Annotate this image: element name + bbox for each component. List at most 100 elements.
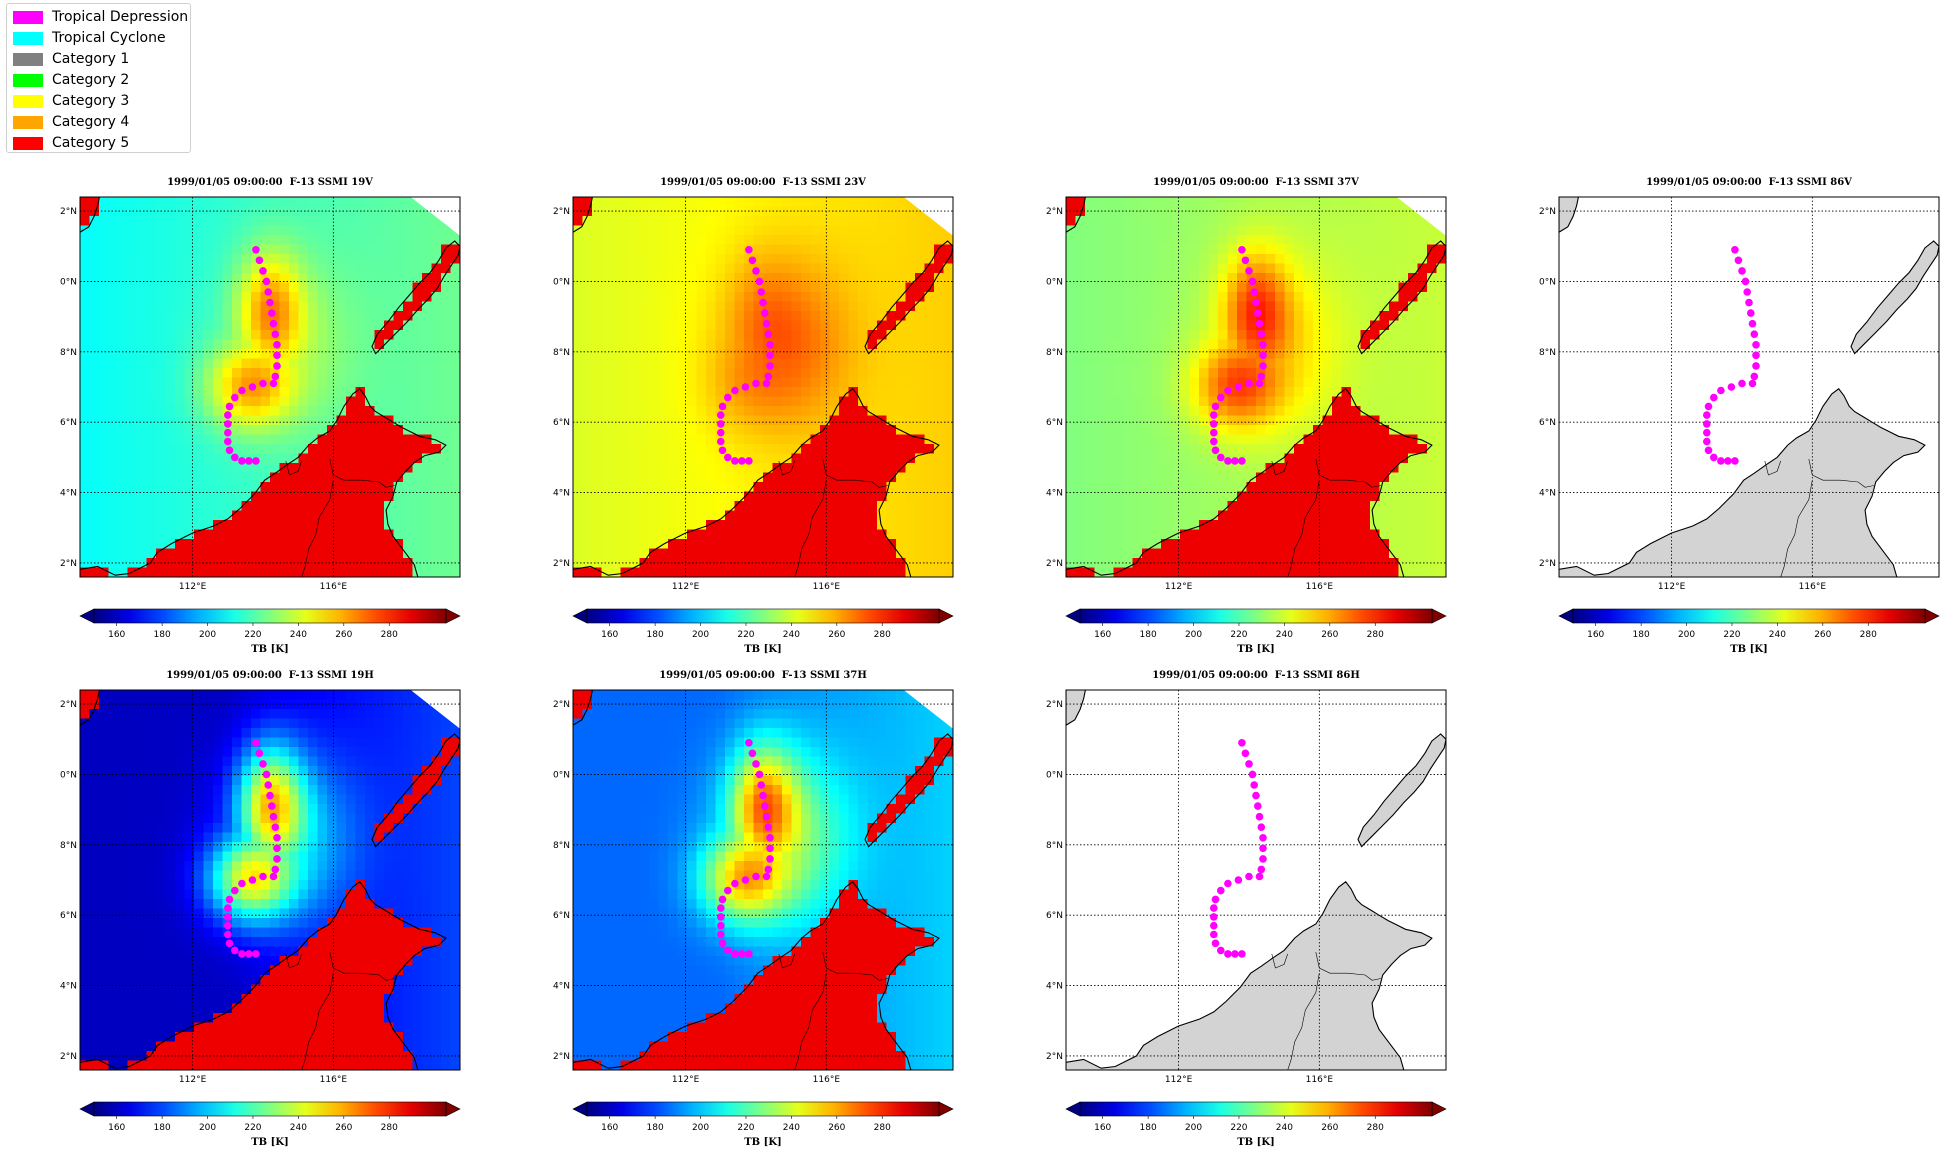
heatmap-cell [1161, 197, 1171, 207]
heatmap-cell [621, 416, 631, 426]
heatmap-cell [403, 463, 413, 473]
heatmap-cell [147, 235, 157, 245]
heatmap-cell [573, 416, 583, 426]
heatmap-cell [573, 463, 583, 473]
heatmap-cell [706, 197, 716, 207]
heatmap-cell [668, 416, 678, 426]
heatmap-cell [166, 273, 176, 283]
heatmap-cell [1085, 292, 1095, 302]
heatmap-cell [678, 425, 688, 435]
heatmap-cell [1085, 235, 1095, 245]
heatmap-cell [356, 425, 366, 435]
heatmap-cell [1399, 406, 1409, 416]
heatmap-cell [213, 463, 223, 473]
heatmap-cell [1209, 463, 1219, 473]
heatmap-cell [346, 463, 356, 473]
heatmap-cell [242, 197, 252, 207]
heatmap-cell [811, 311, 821, 321]
heatmap-cell [725, 216, 735, 226]
heatmap-cell [830, 378, 840, 388]
heatmap-cell [1095, 492, 1105, 502]
heatmap-cell [592, 311, 602, 321]
heatmap-cell [773, 454, 783, 464]
heatmap-cell [270, 530, 280, 540]
heatmap-cell [185, 235, 195, 245]
heatmap-cell [1152, 387, 1162, 397]
heatmap-cell [1380, 340, 1390, 350]
heatmap-cell [1399, 558, 1409, 568]
heatmap-cell [346, 321, 356, 331]
heatmap-cell [592, 359, 602, 369]
heatmap-cell [630, 416, 640, 426]
heatmap-cell [80, 416, 90, 426]
heatmap-cell [849, 397, 859, 407]
heatmap-cell [422, 425, 432, 435]
heatmap-cell [1142, 359, 1152, 369]
heatmap-cell [1304, 463, 1314, 473]
heatmap-cell [877, 349, 887, 359]
heatmap-cell [1342, 197, 1352, 207]
heatmap-cell [1351, 321, 1361, 331]
heatmap-cell [1190, 235, 1200, 245]
legend-label: Category 3 [52, 93, 129, 109]
heatmap-cell [194, 501, 204, 511]
heatmap-cell [630, 245, 640, 255]
heatmap-cell [1190, 216, 1200, 226]
heatmap-cell [820, 207, 830, 217]
colorbar-tick-label: 160 [601, 630, 618, 640]
heatmap-cell [128, 197, 138, 207]
heatmap-cell [394, 463, 404, 473]
heatmap-cell [270, 558, 280, 568]
heatmap-cell [1076, 302, 1086, 312]
heatmap-cell [659, 216, 669, 226]
heatmap-cell [394, 292, 404, 302]
heatmap-cell [1228, 539, 1238, 549]
heatmap-cell [868, 568, 878, 578]
heatmap-cell [1361, 216, 1371, 226]
heatmap-cell [1199, 207, 1209, 217]
heatmap-cell [1142, 254, 1152, 264]
heatmap-cell [242, 311, 252, 321]
heatmap-cell [849, 435, 859, 445]
legend-swatch [13, 137, 43, 150]
heatmap-cell [413, 435, 423, 445]
heatmap-cell [1399, 340, 1409, 350]
heatmap-cell [1285, 463, 1295, 473]
heatmap-cell [1332, 330, 1342, 340]
heatmap-cell [318, 492, 328, 502]
track-point [717, 411, 725, 419]
heatmap-cell [678, 283, 688, 293]
heatmap-cell [223, 207, 233, 217]
heatmap-cell [109, 454, 119, 464]
heatmap-cell [1285, 273, 1295, 283]
heatmap-cell [583, 359, 593, 369]
heatmap-cell [166, 549, 176, 559]
heatmap-cell [1437, 321, 1447, 331]
heatmap-cell [223, 264, 233, 274]
heatmap-cell [1228, 216, 1238, 226]
heatmap-cell [906, 292, 916, 302]
heatmap-cell [422, 501, 432, 511]
heatmap-cell [630, 216, 640, 226]
heatmap-cell [346, 520, 356, 530]
heatmap-cell [137, 340, 147, 350]
heatmap-cell [820, 416, 830, 426]
heatmap-cell [451, 463, 461, 473]
heatmap-cell [1370, 340, 1380, 350]
heatmap-cell [887, 330, 897, 340]
heatmap-cell [375, 283, 385, 293]
heatmap-cell [346, 549, 356, 559]
heatmap-cell [697, 473, 707, 483]
heatmap-cell [668, 482, 678, 492]
heatmap-cell [1351, 292, 1361, 302]
heatmap-cell [1370, 302, 1380, 312]
heatmap-cell [109, 511, 119, 521]
heatmap-cell [185, 197, 195, 207]
heatmap-cell [725, 226, 735, 236]
heatmap-cell [118, 368, 128, 378]
heatmap-cell [318, 473, 328, 483]
lat-tick-label: 2°N [553, 559, 570, 569]
heatmap-cell [697, 273, 707, 283]
heatmap-cell [830, 330, 840, 340]
heatmap-cell [1275, 235, 1285, 245]
